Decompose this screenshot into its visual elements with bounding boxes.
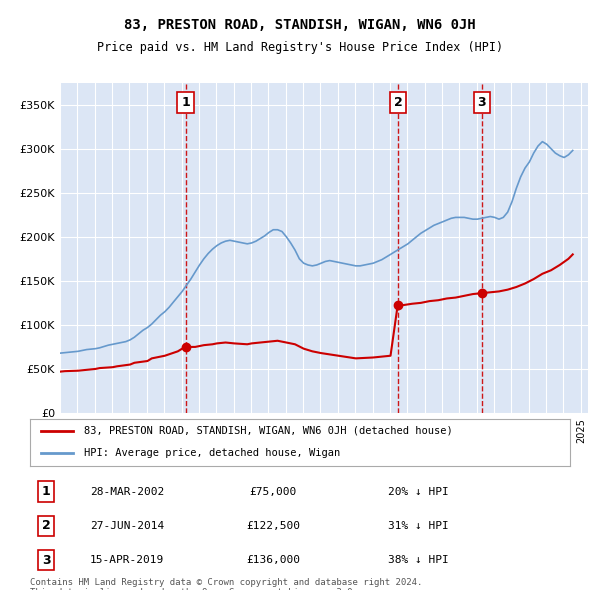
Text: 31% ↓ HPI: 31% ↓ HPI xyxy=(388,521,449,531)
Text: £136,000: £136,000 xyxy=(246,555,300,565)
Text: 1: 1 xyxy=(42,485,50,498)
Text: 1: 1 xyxy=(181,96,190,109)
Text: 20% ↓ HPI: 20% ↓ HPI xyxy=(388,487,449,497)
Text: 2: 2 xyxy=(394,96,403,109)
Text: Contains HM Land Registry data © Crown copyright and database right 2024.
This d: Contains HM Land Registry data © Crown c… xyxy=(30,578,422,590)
Text: 83, PRESTON ROAD, STANDISH, WIGAN, WN6 0JH (detached house): 83, PRESTON ROAD, STANDISH, WIGAN, WN6 0… xyxy=(84,426,453,435)
Text: 3: 3 xyxy=(42,553,50,566)
Text: Price paid vs. HM Land Registry's House Price Index (HPI): Price paid vs. HM Land Registry's House … xyxy=(97,41,503,54)
Text: 27-JUN-2014: 27-JUN-2014 xyxy=(90,521,164,531)
Text: 83, PRESTON ROAD, STANDISH, WIGAN, WN6 0JH: 83, PRESTON ROAD, STANDISH, WIGAN, WN6 0… xyxy=(124,18,476,32)
Text: £122,500: £122,500 xyxy=(246,521,300,531)
Text: 38% ↓ HPI: 38% ↓ HPI xyxy=(388,555,449,565)
Text: 3: 3 xyxy=(477,96,486,109)
Text: 28-MAR-2002: 28-MAR-2002 xyxy=(90,487,164,497)
Text: £75,000: £75,000 xyxy=(250,487,296,497)
Text: HPI: Average price, detached house, Wigan: HPI: Average price, detached house, Wiga… xyxy=(84,448,340,458)
Text: 15-APR-2019: 15-APR-2019 xyxy=(90,555,164,565)
Text: 2: 2 xyxy=(42,519,50,532)
